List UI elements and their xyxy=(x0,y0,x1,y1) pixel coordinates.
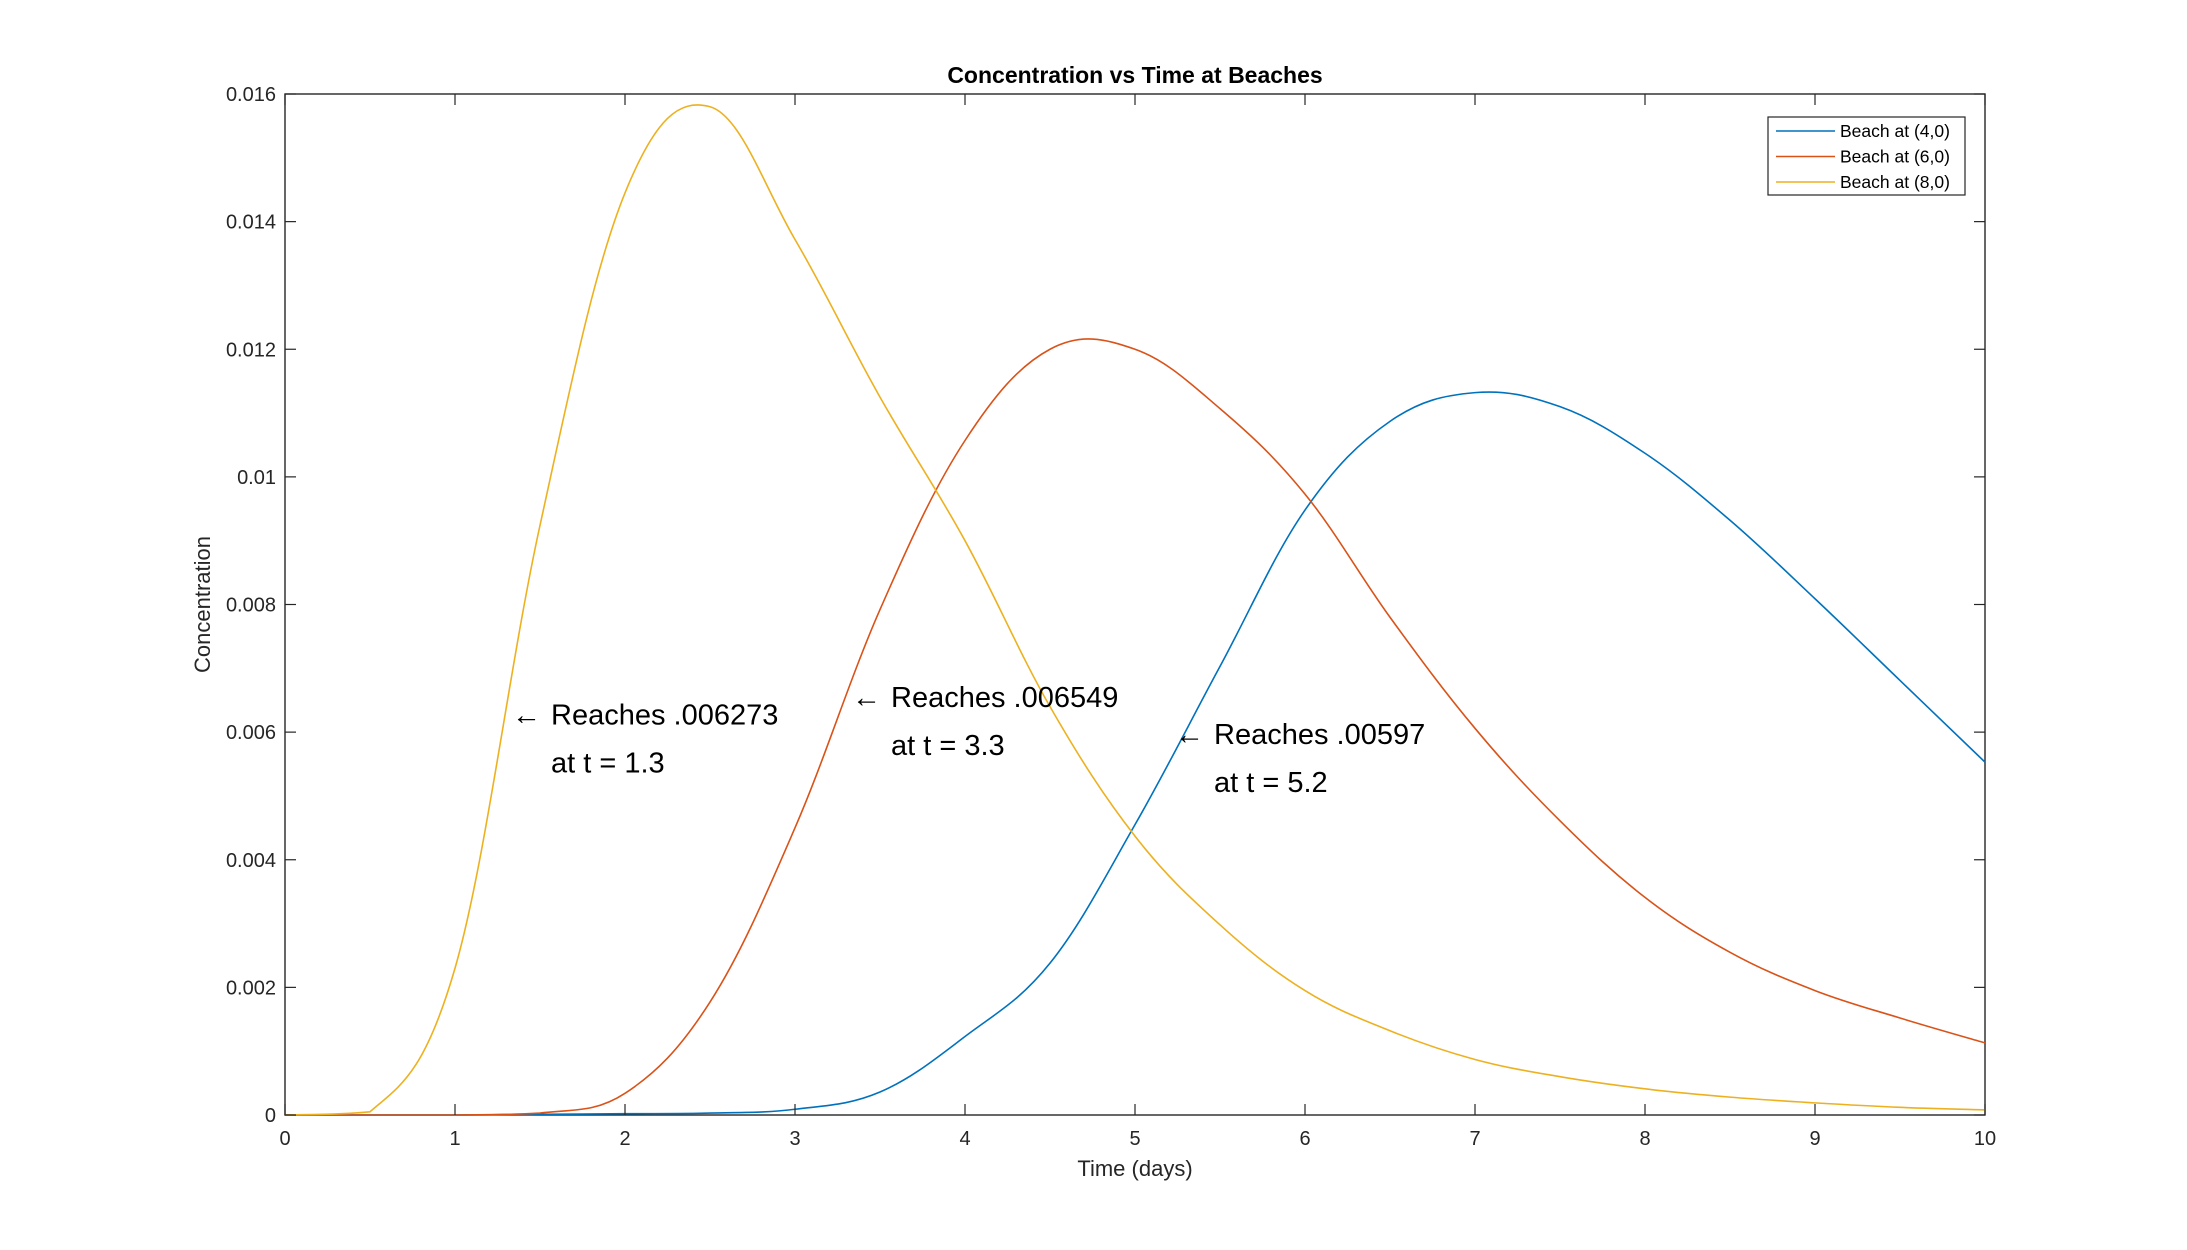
annotation-3: ← Reaches .00597 at t = 5.2 xyxy=(1175,719,1425,799)
x-tick-label: 3 xyxy=(789,1128,800,1150)
annotation-arrow: ← xyxy=(512,700,541,732)
chart-title: Concentration vs Time at Beaches xyxy=(947,62,1322,88)
y-tick-label: 0.004 xyxy=(226,850,276,872)
series-lines xyxy=(284,104,1986,1116)
y-tick-labels: 0 0.002 0.004 0.006 0.008 0.01 0.012 0.014 0.016 xyxy=(226,84,276,1127)
series-line-3 xyxy=(284,104,1986,1116)
x-tick-label: 5 xyxy=(1129,1128,1140,1150)
series-line-1 xyxy=(285,391,1986,1116)
y-tick-label: 0.014 xyxy=(226,212,276,234)
x-tick-label: 8 xyxy=(1639,1128,1650,1150)
y-tick-label: 0.016 xyxy=(226,84,276,106)
x-tick-label: 10 xyxy=(1974,1128,1996,1150)
x-tick-label: 0 xyxy=(279,1128,290,1150)
plot-area: ← Reaches .006273 at t = 1.3 ← Reaches .0065… xyxy=(284,93,1986,1116)
legend: Beach at (4,0) Beach at (6,0) Beach at (8,… xyxy=(1767,116,1966,196)
x-tick-label: 9 xyxy=(1809,1128,1820,1150)
x-tick-label: 7 xyxy=(1469,1128,1480,1150)
annotations: ← Reaches .006273 at t = 1.3 ← Reaches .0065… xyxy=(512,682,1425,799)
annotation-line1: Reaches .006549 xyxy=(891,682,1118,714)
y-tick-label: 0.006 xyxy=(226,722,276,744)
annotation-arrow: ← xyxy=(1175,719,1204,751)
x-tick-label: 2 xyxy=(619,1128,630,1150)
x-tick-label: 1 xyxy=(449,1128,460,1150)
y-tick-label: 0.002 xyxy=(226,977,276,999)
legend-label-1: Beach at (4,0) xyxy=(1840,121,1950,141)
x-tick-labels: 0 1 2 3 4 5 6 7 8 9 10 xyxy=(279,1128,1996,1150)
legend-label-2: Beach at (6,0) xyxy=(1840,147,1950,167)
y-axis-label: Concentration xyxy=(190,536,215,673)
annotation-line2: at t = 1.3 xyxy=(551,748,665,780)
x-axis-label: Time (days) xyxy=(1077,1156,1192,1181)
x-tick-label: 6 xyxy=(1299,1128,1310,1150)
x-tick-label: 4 xyxy=(959,1128,970,1150)
axes-box xyxy=(284,93,1986,1116)
annotation-arrow: ← xyxy=(852,682,881,714)
annotation-2: ← Reaches .006549 at t = 3.3 xyxy=(852,682,1118,762)
series-line-2 xyxy=(285,338,1986,1116)
annotation-line1: Reaches .006273 xyxy=(551,700,778,732)
annotation-1: ← Reaches .006273 at t = 1.3 xyxy=(512,700,778,780)
annotation-line1: Reaches .00597 xyxy=(1214,719,1425,751)
y-tick-label: 0.008 xyxy=(226,595,276,617)
y-tick-label: 0.01 xyxy=(237,467,276,489)
annotation-line2: at t = 3.3 xyxy=(891,730,1005,762)
legend-label-3: Beach at (8,0) xyxy=(1840,172,1950,192)
y-tick-label: 0 xyxy=(265,1105,276,1127)
y-tick-label: 0.012 xyxy=(226,339,276,361)
axis-ticks xyxy=(284,93,1986,1116)
annotation-line2: at t = 5.2 xyxy=(1214,767,1328,799)
